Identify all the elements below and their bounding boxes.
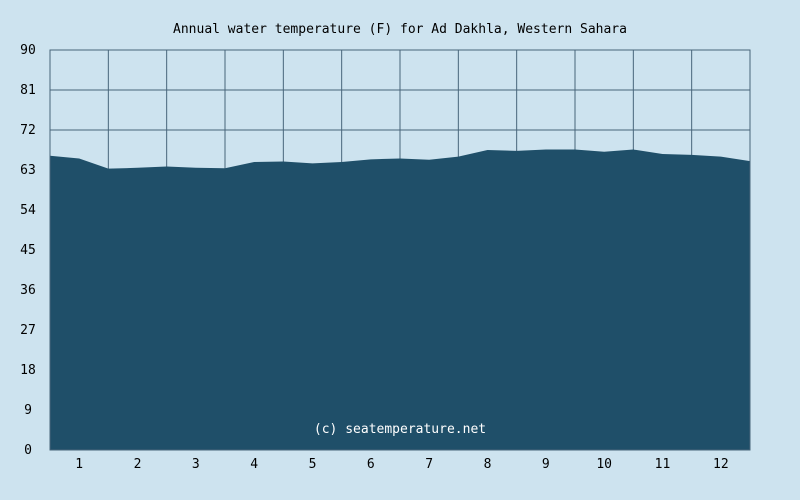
x-tick-label: 1 [75,457,83,472]
x-tick-label: 6 [367,457,375,472]
x-tick-label: 9 [542,457,550,472]
y-tick-label: 9 [24,403,32,418]
temperature-area [50,149,750,451]
x-tick-label: 4 [250,457,258,472]
x-tick-label: 8 [484,457,492,472]
x-tick-label: 5 [309,457,317,472]
y-tick-label: 0 [24,443,32,458]
y-tick-label: 81 [20,83,36,98]
y-tick-label: 72 [20,123,36,138]
x-tick-label: 12 [713,457,729,472]
chart-title: Annual water temperature (F) for Ad Dakh… [173,22,627,37]
x-tick-label: 3 [192,457,200,472]
y-tick-label: 90 [20,43,36,58]
x-tick-label: 7 [425,457,433,472]
y-tick-label: 36 [20,283,36,298]
x-tick-label: 11 [655,457,671,472]
x-tick-label: 10 [596,457,612,472]
y-tick-label: 27 [20,323,36,338]
y-tick-label: 18 [20,363,36,378]
x-tick-label: 2 [134,457,142,472]
y-tick-label: 54 [20,203,36,218]
watermark-text: (c) seatemperature.net [314,422,486,437]
plot-border [49,49,751,451]
temperature-area-fill [50,149,750,451]
y-tick-label: 63 [20,163,36,178]
y-tick-label: 45 [20,243,36,258]
